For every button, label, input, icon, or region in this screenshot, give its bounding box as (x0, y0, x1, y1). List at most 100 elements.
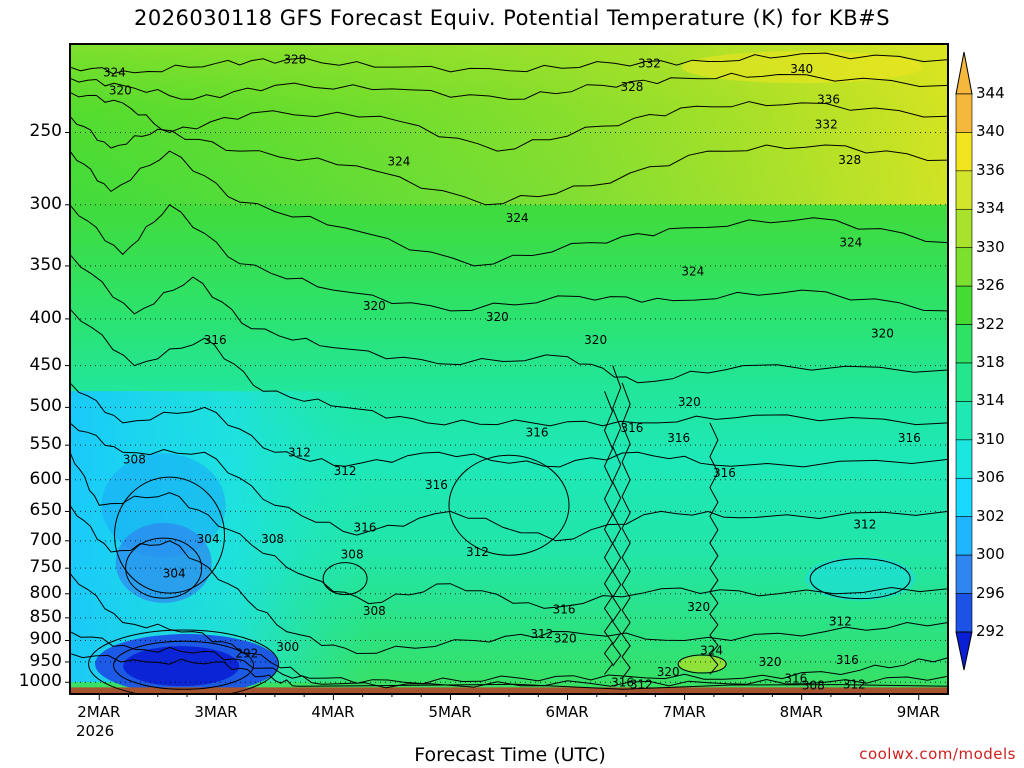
contour-line (612, 365, 622, 667)
x-axis-label: Forecast Time (UTC) (414, 744, 606, 766)
ground-strip (70, 687, 948, 694)
contour-label: 320 (678, 395, 701, 409)
contour-label: 328 (838, 153, 861, 167)
colorbar-label: 336 (976, 160, 1005, 179)
colorbar-band (955, 208, 973, 249)
axes (69, 43, 949, 695)
y-tick-label: 350 (29, 254, 62, 275)
colorbar-label: 302 (976, 506, 1005, 525)
chart-title: 2026030118 GFS Forecast Equiv. Potential… (133, 6, 891, 30)
contour-label: 316 (354, 521, 377, 535)
contour-line (70, 52, 948, 75)
contour-line (70, 115, 948, 206)
x-tick-label: 5MAR (428, 703, 472, 721)
colorbar-band (955, 247, 973, 287)
contour-label: 316 (836, 653, 859, 667)
contour-label: 316 (553, 602, 576, 616)
contour-label: 324 (506, 211, 529, 225)
colorbar (955, 51, 973, 671)
contour-label: 328 (283, 53, 306, 67)
colorbar-label: 314 (976, 391, 1005, 410)
contour-label: 312 (334, 464, 357, 478)
contour-line (70, 150, 948, 267)
contour-line (70, 204, 948, 312)
colorbar-band (955, 285, 973, 325)
colorbar-top-arrow (955, 51, 973, 95)
colorbar-label: 326 (976, 276, 1005, 295)
contour-line (70, 308, 948, 427)
contour-label: 320 (486, 310, 509, 324)
x-tick-label: 2MAR (77, 703, 121, 721)
contour-label: 304 (197, 532, 220, 546)
y-tick-label: 450 (29, 354, 62, 375)
contour-line (70, 254, 948, 384)
contour-closed (113, 640, 255, 690)
contour-label: 324 (681, 265, 704, 279)
contour-label: 312 (843, 677, 866, 691)
contour-label: 304 (163, 566, 186, 580)
contour-line (709, 422, 719, 675)
contour-label: 316 (898, 431, 921, 445)
contour-labels: 324 320 328 332 340 328 336 332 324 328 324 324 324 3… (103, 53, 921, 693)
field-cold-pocket (115, 522, 212, 603)
y-tick-label: 300 (29, 193, 62, 214)
contour-label: 316 (526, 426, 549, 440)
colorbar-band (955, 439, 973, 479)
contour-label: 324 (839, 236, 862, 250)
contour-label: 312 (288, 445, 311, 459)
colorbar-label: 310 (976, 429, 1005, 448)
contour-closed (88, 629, 280, 694)
contour-line (70, 382, 948, 468)
colorbar-label: 306 (976, 468, 1005, 487)
contour-label: 308 (123, 452, 146, 466)
x-tick-label: 6MAR (545, 703, 589, 721)
colorbar-label: 330 (976, 237, 1005, 256)
colorbar-bottom-arrow (955, 631, 973, 671)
contour-label: 320 (871, 326, 894, 340)
contour-label: 308 (341, 548, 364, 562)
colorbar-label: 344 (976, 84, 1005, 102)
x-tick-label: 8MAR (779, 703, 823, 721)
x-tick-label: 4MAR (311, 703, 355, 721)
colorbar-label: 296 (976, 583, 1005, 602)
contour-label: 300 (276, 640, 299, 654)
colorbar-band (955, 132, 973, 172)
contour-label: 316 (620, 421, 643, 435)
contour-line (70, 72, 948, 100)
site-credit[interactable]: coolwx.com/models (859, 745, 1016, 763)
y-tick-label: 900 (29, 629, 62, 650)
contour-label: 324 (700, 644, 723, 658)
colorbar-band (955, 93, 973, 133)
contour-label: 320 (687, 600, 710, 614)
contour-label: 328 (620, 80, 643, 94)
theta-e-field (70, 44, 948, 694)
y-tick-label: 500 (29, 396, 62, 417)
contour-label: 320 (363, 299, 386, 313)
y-tick-label: 600 (29, 468, 62, 489)
y-tick-label: 250 (29, 121, 62, 142)
y-tick-label: 400 (29, 307, 62, 328)
colorbar-band (955, 170, 973, 210)
contour-line (603, 391, 614, 675)
y-tick-label: 1000 (18, 671, 62, 692)
contour-label: 316 (784, 671, 807, 685)
contour-label: 308 (802, 678, 825, 692)
contour-line (70, 452, 948, 609)
colorbar-band (955, 362, 973, 402)
y-tick-label: 550 (29, 434, 62, 455)
contour-label: 312 (853, 518, 876, 532)
colorbar-band (955, 554, 973, 594)
colorbar-label: 318 (976, 353, 1005, 371)
colorbar-band (955, 477, 973, 518)
contour-label: 316 (713, 466, 736, 480)
colorbar-band (955, 593, 973, 633)
contour-line (70, 573, 948, 685)
colorbar-label: 300 (976, 545, 1005, 564)
contour-closed (809, 558, 911, 600)
y-tick-label: 650 (29, 500, 62, 521)
field-cool-patch (805, 556, 916, 601)
colorbar-band (955, 324, 973, 364)
contour-label: 332 (815, 117, 838, 131)
